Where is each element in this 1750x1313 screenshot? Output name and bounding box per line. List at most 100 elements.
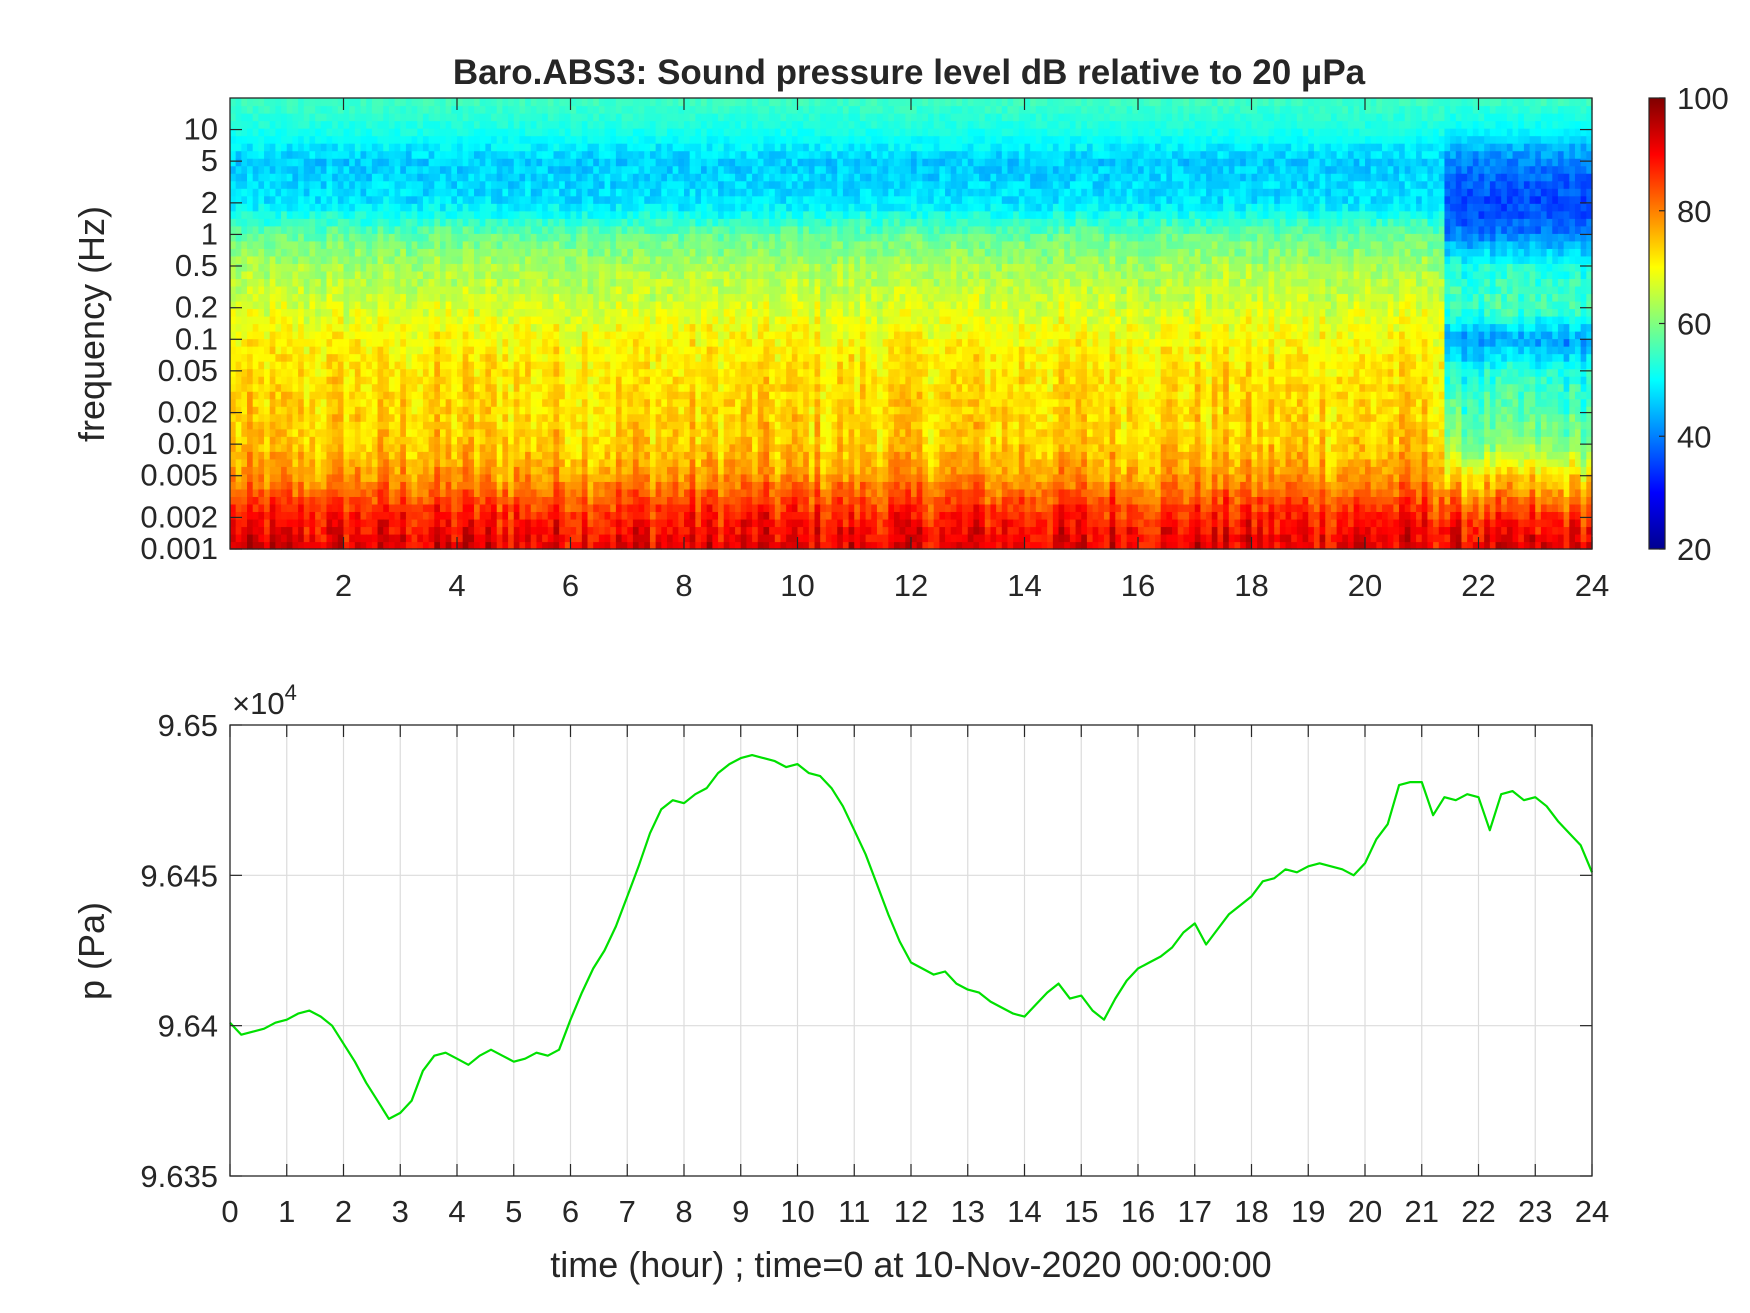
heatmap-cell <box>462 173 469 182</box>
heatmap-cell <box>241 421 248 430</box>
heatmap-cell <box>422 376 430 385</box>
heatmap-cell <box>536 203 543 212</box>
heatmap-cell <box>479 338 486 347</box>
heatmap-cell <box>326 421 333 430</box>
heatmap-cell <box>417 526 424 535</box>
heatmap-cell <box>615 233 623 242</box>
heatmap-cell <box>593 533 600 543</box>
heatmap-cell <box>587 496 594 505</box>
heatmap-cell <box>405 135 413 144</box>
heatmap-cell <box>252 331 259 340</box>
heatmap-cell <box>349 143 356 152</box>
heatmap-cell <box>468 346 475 355</box>
heatmap-cell <box>264 308 271 317</box>
heatmap-cell <box>655 398 662 407</box>
heatmap-cell <box>536 158 543 167</box>
heatmap-cell <box>655 203 662 212</box>
heatmap-cell <box>508 248 515 257</box>
heatmap-cell <box>349 173 356 182</box>
heatmap-cell <box>457 481 464 490</box>
heatmap-cell <box>241 113 248 122</box>
heatmap-cell <box>332 488 339 497</box>
heatmap-cell <box>354 195 362 204</box>
heatmap-cell <box>559 233 566 242</box>
heatmap-cell <box>695 383 702 392</box>
heatmap-cell <box>695 225 702 234</box>
heatmap-cell <box>451 158 458 167</box>
heatmap-cell <box>247 541 254 550</box>
heatmap-cell <box>689 225 696 234</box>
heatmap-cell <box>286 128 294 137</box>
heatmap-cell <box>474 413 481 422</box>
heatmap-cell <box>581 233 589 242</box>
heatmap-cell <box>587 518 594 528</box>
heatmap-cell <box>547 511 555 520</box>
heatmap-cell <box>383 225 390 234</box>
heatmap-cell <box>678 361 685 370</box>
heatmap-cell <box>695 368 702 377</box>
heatmap-cell <box>269 346 276 355</box>
heatmap-cell <box>661 285 668 295</box>
heatmap-cell <box>621 458 628 467</box>
heatmap-cell <box>377 293 384 302</box>
heatmap-cell <box>360 225 367 234</box>
heatmap-cell <box>542 255 549 264</box>
heatmap-cell <box>468 466 475 475</box>
heatmap-cell <box>593 488 600 497</box>
heatmap-cell <box>457 255 464 264</box>
heatmap-cell <box>638 150 645 159</box>
heatmap-cell <box>332 128 339 137</box>
heatmap-cell <box>269 353 276 362</box>
heatmap-cell <box>230 158 237 167</box>
heatmap-cell <box>525 338 532 347</box>
heatmap-cell <box>292 233 299 242</box>
heatmap-cell <box>525 526 532 535</box>
heatmap-cell <box>496 150 503 159</box>
heatmap-cell <box>666 120 674 129</box>
heatmap-cell <box>701 518 708 528</box>
heatmap-cell <box>417 158 424 167</box>
heatmap-cell <box>235 158 242 167</box>
heatmap-cell <box>451 195 458 204</box>
heatmap-cell <box>479 278 486 287</box>
heatmap-cell <box>649 458 657 467</box>
heatmap-cell <box>536 443 543 452</box>
heatmap-cell <box>286 105 294 114</box>
heatmap-cell <box>332 300 339 310</box>
heatmap-cell <box>292 338 299 347</box>
heatmap-cell <box>553 511 560 520</box>
heatmap-cell <box>366 150 373 159</box>
heatmap-cell <box>655 451 662 460</box>
heatmap-cell <box>320 263 328 272</box>
heatmap-cell <box>695 443 702 452</box>
heatmap-cell <box>292 285 299 295</box>
heatmap-cell <box>394 255 401 264</box>
heatmap-cell <box>451 376 458 385</box>
heatmap-cell <box>366 533 373 543</box>
heatmap-cell <box>269 338 276 347</box>
heatmap-cell <box>576 338 583 347</box>
heatmap-cell <box>638 120 645 129</box>
heatmap-cell <box>513 278 521 287</box>
heatmap-cell <box>621 436 628 445</box>
heatmap-cell <box>400 511 407 520</box>
heatmap-cell <box>598 391 606 400</box>
heatmap-cell <box>315 503 322 513</box>
heatmap-cell <box>479 541 486 550</box>
heatmap-cell <box>615 195 623 204</box>
heatmap-cell <box>235 361 242 370</box>
heatmap-cell <box>496 135 503 144</box>
heatmap-cell <box>672 361 679 370</box>
heatmap-cell <box>564 135 572 144</box>
heatmap-cell <box>485 180 492 189</box>
heatmap-cell <box>434 195 441 204</box>
heatmap-cell <box>394 120 401 129</box>
heatmap-cell <box>666 391 674 400</box>
heatmap-cell <box>400 503 407 513</box>
heatmap-cell <box>508 180 515 189</box>
heatmap-cell <box>445 331 452 340</box>
heatmap-cell <box>542 218 549 227</box>
heatmap-cell <box>451 526 458 535</box>
heatmap-cell <box>576 278 583 287</box>
heatmap-cell <box>439 150 447 159</box>
